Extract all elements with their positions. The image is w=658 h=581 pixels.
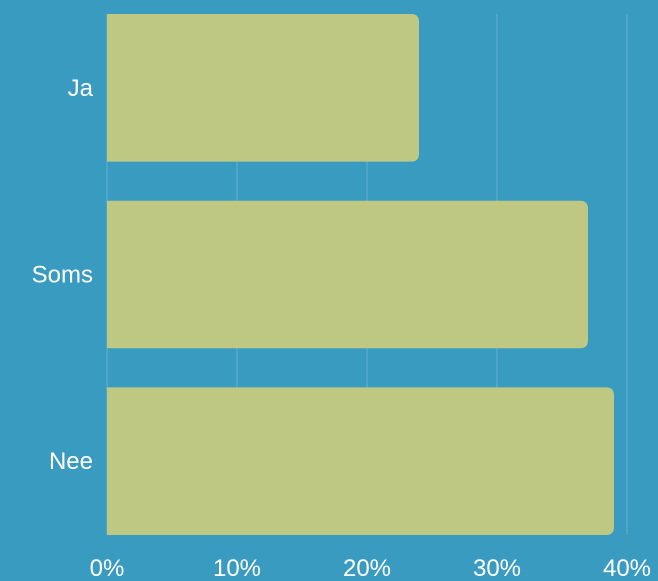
- x-tick-label-3: 30%: [473, 555, 521, 581]
- bar-soms: [107, 200, 588, 349]
- category-labels: Ja Soms Nee: [32, 75, 94, 475]
- x-tick-label-2: 20%: [343, 555, 391, 581]
- bar-ja: [107, 14, 419, 162]
- x-tick-labels: 0% 10% 20% 30% 40%: [90, 555, 651, 581]
- bar-nee: [107, 387, 614, 535]
- category-label-soms: Soms: [32, 262, 93, 289]
- category-label-nee: Nee: [49, 448, 93, 475]
- x-tick-label-0: 0%: [90, 555, 125, 581]
- bars: [107, 14, 614, 535]
- x-tick-label-4: 40%: [603, 555, 651, 581]
- x-tick-label-1: 10%: [213, 555, 261, 581]
- category-label-ja: Ja: [68, 75, 94, 102]
